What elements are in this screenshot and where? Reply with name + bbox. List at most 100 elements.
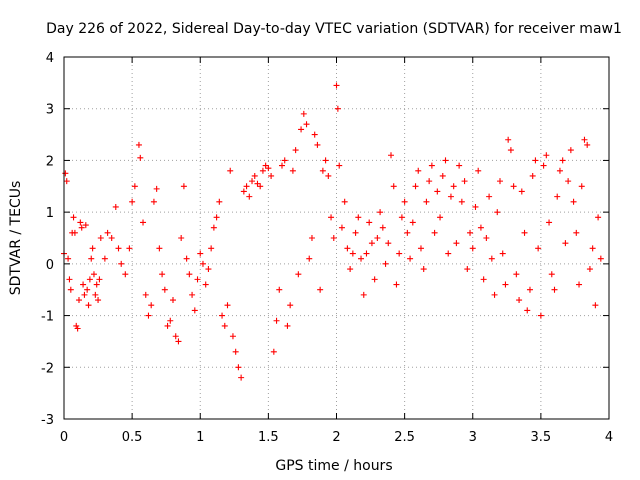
data-point [409, 219, 416, 226]
data-point [330, 235, 337, 241]
data-point [186, 271, 193, 278]
data-point [562, 240, 569, 247]
data-point [417, 245, 424, 252]
data-point [338, 224, 345, 231]
data-point [150, 198, 157, 205]
data-point [227, 167, 234, 174]
data-point [581, 136, 588, 143]
data-point [551, 286, 558, 293]
data-point [224, 302, 231, 309]
data-point [205, 266, 212, 273]
data-point [499, 250, 506, 257]
data-point [159, 271, 166, 278]
data-point [570, 198, 577, 205]
y-tick-label: 1 [46, 206, 54, 221]
data-point [208, 245, 215, 252]
data-point [488, 255, 495, 262]
data-point [556, 167, 563, 174]
data-point [240, 188, 247, 195]
data-point [347, 266, 354, 273]
data-point [135, 141, 142, 148]
data-point [472, 203, 479, 210]
data-point [475, 167, 482, 174]
data-point [219, 312, 226, 319]
data-point [295, 271, 302, 278]
data-point [71, 229, 78, 236]
data-point [70, 214, 77, 221]
data-point [314, 141, 321, 148]
data-point [491, 291, 498, 298]
data-point [494, 209, 501, 216]
data-point [516, 297, 523, 304]
data-point [366, 219, 373, 226]
data-point [86, 276, 93, 283]
data-point [450, 183, 457, 190]
data-point [175, 338, 182, 345]
data-point [434, 188, 441, 195]
data-point [518, 188, 525, 195]
data-point [535, 245, 542, 252]
data-point [268, 172, 275, 179]
data-point [167, 317, 174, 324]
data-point [216, 198, 223, 205]
data-point [467, 229, 474, 236]
data-point [259, 167, 266, 174]
data-point [374, 235, 381, 241]
data-point [298, 126, 305, 133]
data-point [257, 183, 264, 190]
data-point [229, 333, 236, 340]
data-point [78, 224, 85, 231]
data-point [108, 235, 115, 241]
data-point [461, 178, 468, 185]
data-point [445, 250, 452, 257]
data-point [390, 183, 397, 190]
data-point [355, 214, 362, 221]
data-point [213, 214, 220, 221]
data-point [420, 266, 427, 273]
data-point [303, 121, 310, 128]
data-point [246, 193, 253, 200]
data-point [270, 348, 277, 355]
data-point [377, 209, 384, 216]
data-point [73, 322, 80, 329]
data-point [328, 214, 335, 221]
x-tick-label: 2 [332, 430, 340, 445]
data-point [398, 214, 405, 221]
data-point [597, 255, 604, 262]
data-point [140, 219, 147, 226]
data-point [546, 219, 553, 226]
data-point [202, 281, 209, 288]
data-point [540, 162, 547, 169]
data-point [235, 364, 242, 371]
data-point [249, 178, 256, 185]
data-point [232, 348, 239, 355]
data-point [251, 172, 258, 179]
y-axis-label: SDTVAR / TECUs [8, 181, 24, 296]
data-point [118, 260, 125, 267]
data-point [131, 183, 138, 190]
data-point [586, 266, 593, 273]
data-point [510, 183, 517, 190]
data-point [170, 297, 176, 304]
data-point [92, 291, 99, 298]
data-point [592, 302, 599, 309]
data-point [164, 322, 171, 329]
data-point [300, 110, 307, 117]
data-point [407, 255, 414, 262]
data-point [115, 245, 122, 252]
data-point [344, 245, 351, 252]
data-point [112, 203, 119, 210]
data-point [183, 255, 190, 262]
y-tick-label: 4 [46, 51, 54, 66]
data-point [89, 245, 96, 252]
x-tick-label: 1 [196, 430, 204, 445]
data-point [306, 255, 313, 262]
y-tick-label: -2 [41, 361, 54, 376]
data-point [404, 229, 411, 236]
data-point [97, 235, 104, 241]
data-point [66, 276, 73, 283]
data-point [325, 172, 332, 179]
data-point [360, 291, 367, 298]
data-point [281, 157, 288, 164]
x-tick-label: 2.5 [394, 430, 415, 445]
